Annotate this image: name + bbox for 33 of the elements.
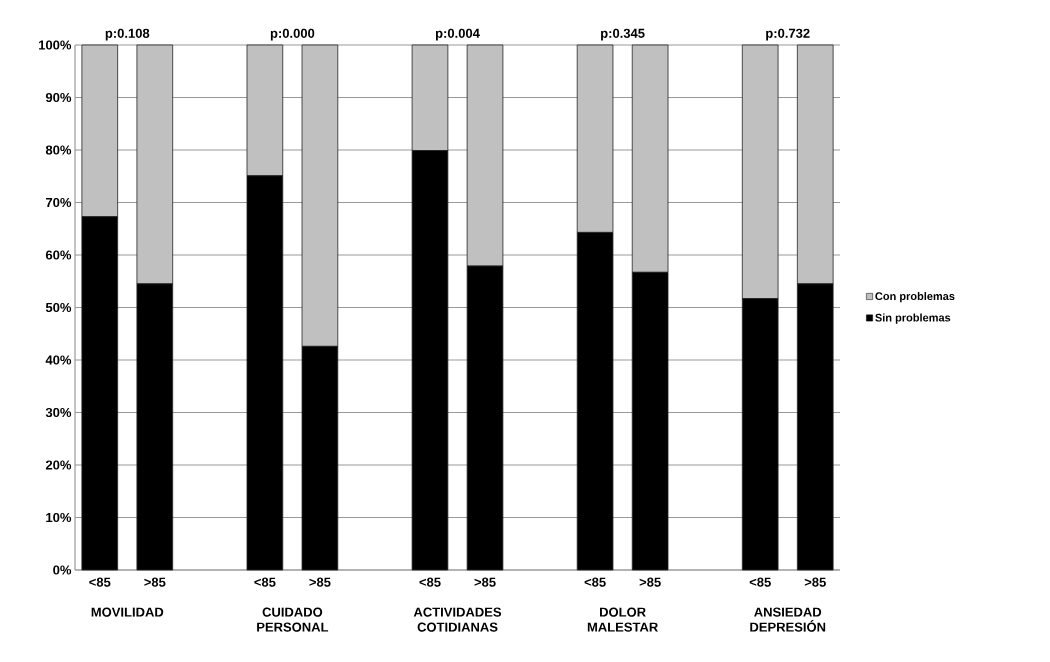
- y-tick-label: 90%: [45, 92, 72, 103]
- y-tick-label: 0%: [53, 565, 72, 575]
- x-tick-label: >85: [144, 577, 166, 587]
- y-tick-label: 40%: [45, 355, 72, 365]
- y-tick-label: 10%: [46, 512, 72, 523]
- y-tick-label: 30%: [45, 407, 72, 418]
- x-tick-label: >85: [309, 577, 331, 587]
- legend-label: Con problemas: [875, 292, 955, 303]
- x-tick-label: <85: [254, 577, 276, 587]
- x-tick-label: <85: [584, 577, 606, 587]
- text: ACTIVIDADES COTIDIANAS: [413, 607, 502, 632]
- text: p:0.345: [601, 28, 645, 41]
- y-tick-label: 70%: [46, 197, 72, 208]
- text: p:0.732: [766, 28, 810, 41]
- text: p:0.000: [270, 28, 315, 41]
- text: ANSIEDAD DEPRESIÓN: [750, 607, 826, 632]
- legend-label: Sin problemas: [875, 313, 951, 324]
- y-tick-label: 20%: [45, 460, 72, 470]
- text: p:0.108: [105, 28, 150, 41]
- text: DOLOR MALESTAR: [587, 607, 658, 632]
- x-tick-label: >85: [804, 577, 826, 587]
- x-tick-label: >85: [474, 577, 496, 587]
- x-tick-label: <85: [749, 577, 771, 587]
- y-tick-label: 60%: [45, 250, 72, 260]
- y-tick-label: 80%: [45, 145, 72, 155]
- text: MOVILIDAD: [91, 607, 164, 617]
- x-tick-label: <85: [89, 577, 111, 587]
- x-tick-label: <85: [419, 577, 441, 587]
- text: CUIDADO PERSONAL: [257, 607, 329, 632]
- text: p:0.004: [435, 28, 480, 41]
- y-tick-label: 100%: [39, 40, 72, 50]
- y-tick-label: 50%: [45, 302, 72, 313]
- x-tick-label: >85: [639, 577, 661, 587]
